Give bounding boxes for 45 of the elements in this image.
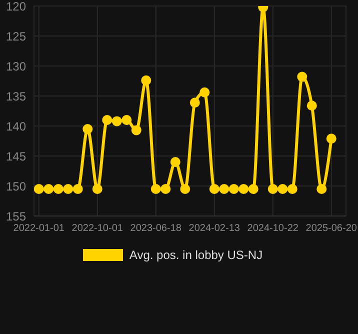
point — [122, 115, 132, 125]
y-tick-label: 130 — [6, 59, 26, 74]
point — [82, 124, 93, 134]
point — [72, 184, 83, 194]
x-tick-label: 2022-01-01 — [13, 223, 65, 234]
point — [268, 184, 278, 194]
point — [209, 184, 220, 194]
x-tick-label: 2024-02-13 — [188, 223, 240, 234]
point — [190, 98, 200, 108]
point — [297, 72, 308, 82]
point — [278, 184, 288, 194]
point — [34, 184, 44, 194]
point — [219, 184, 230, 194]
y-tick-label: 140 — [6, 119, 26, 134]
legend-label: Avg. pos. in lobby US-NJ — [129, 248, 263, 262]
point — [53, 184, 64, 194]
point — [228, 184, 239, 194]
x-tick-label: 2022-10-01 — [72, 223, 124, 234]
point — [131, 125, 142, 136]
point — [150, 184, 161, 194]
y-tick-label: 120 — [6, 0, 26, 14]
x-tick-label: 2023-06-18 — [130, 223, 182, 234]
point — [248, 184, 258, 194]
point — [306, 100, 317, 111]
point — [63, 184, 74, 194]
point — [112, 116, 122, 126]
point — [238, 184, 249, 194]
y-tick-label: 145 — [6, 149, 26, 164]
y-tick-label: 125 — [6, 29, 26, 44]
point — [92, 184, 102, 194]
y-tick-label: 155 — [6, 209, 26, 224]
point — [180, 184, 190, 194]
point — [316, 184, 327, 194]
point — [102, 115, 112, 125]
point — [287, 184, 298, 194]
y-tick-label: 150 — [6, 179, 26, 194]
point — [44, 184, 54, 194]
point — [170, 157, 180, 167]
point — [326, 134, 336, 144]
point — [141, 75, 152, 86]
point — [200, 87, 210, 98]
x-tick-label: 2025-06-20 — [306, 223, 358, 234]
point — [160, 184, 171, 194]
x-tick-label: 2024-10-22 — [247, 223, 299, 234]
y-tick-label: 135 — [6, 89, 26, 104]
